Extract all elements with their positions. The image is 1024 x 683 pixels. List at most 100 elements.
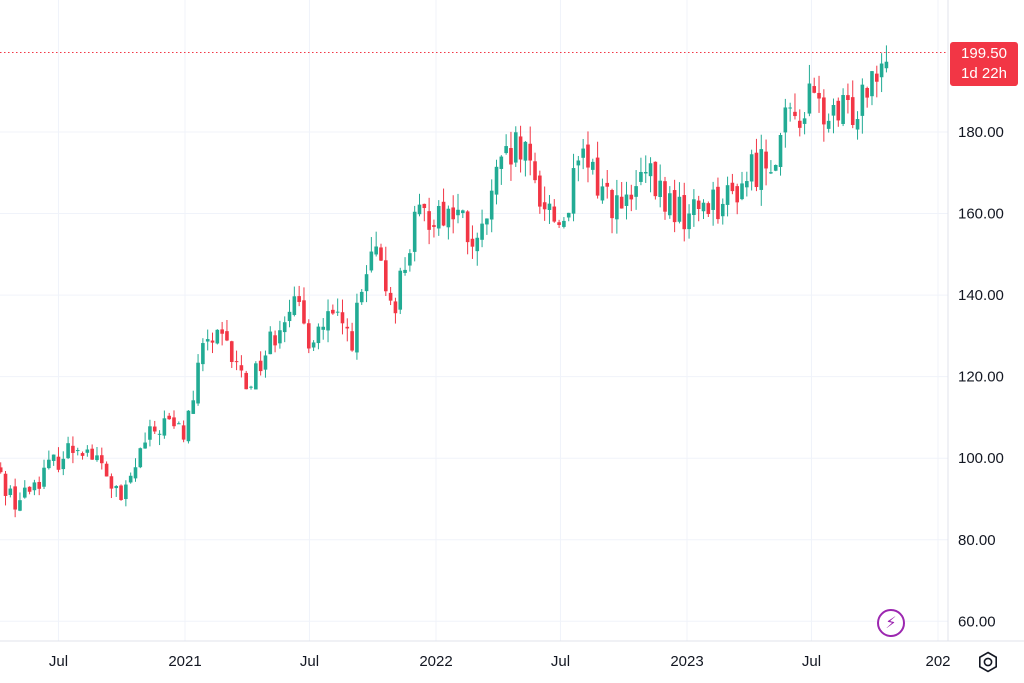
- candle-body: [350, 331, 354, 351]
- candle-body: [311, 342, 316, 348]
- candle-body: [812, 86, 817, 93]
- candle-body: [32, 482, 37, 491]
- candle: [653, 161, 658, 200]
- candle: [456, 193, 460, 224]
- candle: [533, 152, 537, 184]
- candle-body: [18, 500, 22, 511]
- candle-body: [220, 329, 224, 334]
- candle-body: [879, 63, 884, 78]
- candle-body: [186, 410, 191, 442]
- candle: [865, 86, 869, 108]
- lightning-icon[interactable]: ⚡: [877, 609, 905, 637]
- candle: [297, 285, 301, 307]
- candle-body: [494, 166, 499, 195]
- candle: [432, 219, 436, 238]
- candle: [846, 83, 850, 114]
- candle-body: [412, 211, 417, 252]
- candle: [850, 80, 855, 129]
- candle-body: [735, 186, 739, 203]
- candle: [874, 65, 879, 98]
- candle-body: [807, 83, 812, 114]
- candle: [600, 178, 605, 204]
- candle: [201, 338, 205, 372]
- candle: [470, 225, 475, 259]
- candle-body: [615, 195, 619, 220]
- candle-body: [663, 181, 667, 212]
- candle: [465, 210, 470, 255]
- candle: [210, 332, 215, 354]
- candle: [109, 473, 114, 499]
- candle-body: [422, 203, 427, 209]
- candle: [480, 209, 484, 248]
- candle: [85, 445, 90, 457]
- candle: [152, 420, 157, 435]
- candle-body: [234, 361, 239, 363]
- candle: [119, 484, 123, 501]
- candle: [672, 179, 677, 233]
- x-tick-label: 2021: [168, 653, 201, 670]
- candle: [595, 141, 600, 199]
- candle-body: [562, 220, 566, 227]
- candle-body: [22, 487, 27, 498]
- candle: [239, 355, 244, 378]
- candle: [205, 329, 210, 351]
- candle-body: [181, 425, 186, 440]
- x-tick-label: Jul: [300, 653, 319, 670]
- candle: [215, 329, 220, 345]
- candle: [557, 219, 561, 228]
- candle: [90, 444, 94, 460]
- candle-body: [119, 485, 123, 500]
- candle: [99, 447, 104, 470]
- candle: [71, 436, 75, 464]
- candle: [273, 330, 277, 353]
- time-axis[interactable]: Jul 2021 Jul 2022 Jul 2023 Jul 202: [49, 653, 951, 670]
- candle-body: [316, 326, 321, 344]
- candle-body: [47, 459, 51, 469]
- candle: [18, 492, 22, 512]
- candle: [648, 157, 653, 193]
- candle: [643, 155, 648, 183]
- candle-body: [706, 203, 711, 215]
- candle-body: [658, 180, 662, 197]
- candle: [696, 195, 701, 222]
- candle: [234, 350, 239, 371]
- candle-body: [37, 481, 42, 489]
- candle: [177, 421, 181, 425]
- candle: [769, 160, 773, 175]
- candle-body: [605, 182, 610, 187]
- candle-body: [177, 423, 181, 425]
- candle: [802, 112, 807, 135]
- x-tick-label: Jul: [49, 653, 68, 670]
- candle: [167, 412, 171, 420]
- grid-lines: [0, 0, 948, 641]
- candle: [682, 182, 687, 242]
- candle-body: [451, 207, 455, 220]
- candle-body: [720, 203, 725, 217]
- candle-body: [403, 269, 407, 273]
- y-tick-label: 140.00: [958, 287, 1004, 304]
- candle: [773, 164, 778, 172]
- candle: [436, 200, 441, 236]
- candle-body: [754, 152, 759, 188]
- candle-body: [629, 194, 634, 200]
- candle: [615, 179, 619, 234]
- candle-body: [677, 196, 682, 222]
- price-axis[interactable]: 180.00 160.00 140.00 120.00 100.00 80.00 60.00: [958, 124, 1004, 630]
- candle-body: [205, 339, 210, 342]
- y-tick-label: 180.00: [958, 124, 1004, 141]
- candle: [47, 450, 51, 470]
- candle-body: [244, 372, 249, 390]
- candle-body: [831, 104, 836, 116]
- candle: [668, 186, 672, 219]
- candle: [855, 111, 860, 140]
- candle-body: [258, 360, 263, 372]
- candle: [817, 75, 821, 113]
- candle: [759, 134, 764, 206]
- gear-icon[interactable]: [976, 650, 1000, 674]
- candle-body: [489, 190, 494, 220]
- candle: [745, 171, 749, 197]
- candle: [326, 299, 330, 343]
- candle-body: [201, 343, 205, 365]
- candle-body: [509, 148, 513, 165]
